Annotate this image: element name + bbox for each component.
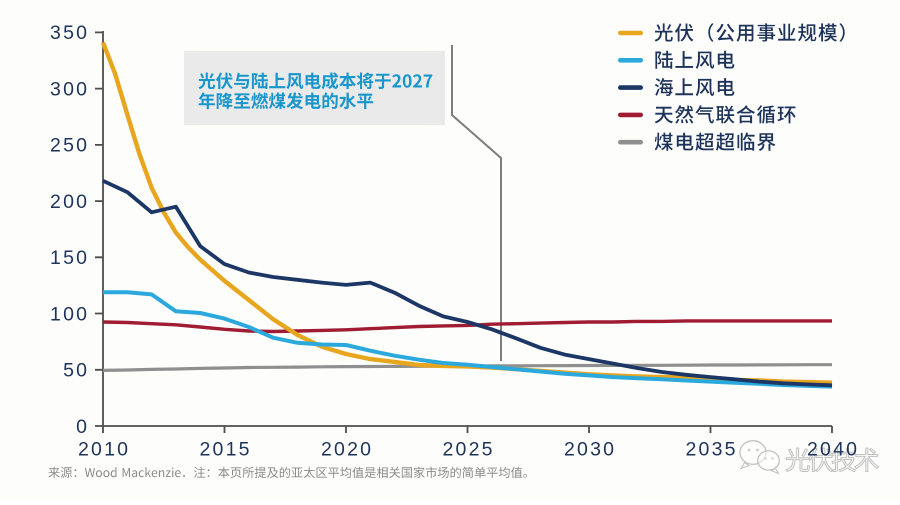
- svg-text:2020: 2020: [321, 439, 373, 461]
- svg-text:300: 300: [50, 78, 89, 100]
- svg-text:2015: 2015: [200, 439, 252, 461]
- svg-text:350: 350: [50, 22, 89, 44]
- svg-text:200: 200: [50, 191, 89, 213]
- svg-text:250: 250: [50, 135, 89, 157]
- svg-text:2025: 2025: [443, 439, 495, 461]
- svg-text:100: 100: [50, 303, 89, 325]
- svg-text:0: 0: [76, 416, 89, 438]
- svg-text:50: 50: [63, 360, 89, 382]
- svg-text:2030: 2030: [564, 439, 616, 461]
- svg-text:150: 150: [50, 247, 89, 269]
- svg-text:2040: 2040: [807, 439, 859, 461]
- svg-text:2035: 2035: [686, 439, 738, 461]
- svg-text:2010: 2010: [78, 439, 130, 461]
